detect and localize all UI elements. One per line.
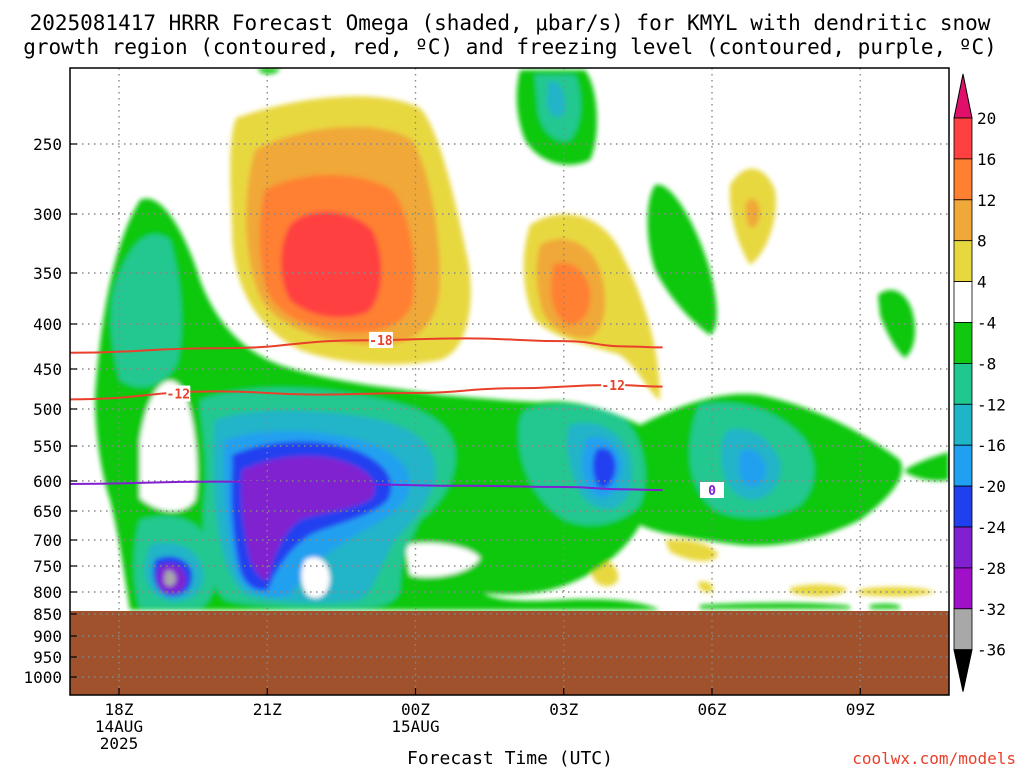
y-tick-label-800: 800 xyxy=(33,583,62,602)
contour-line--12 xyxy=(70,383,663,401)
x-tick-label-18Z-2: 2025 xyxy=(100,734,139,753)
contour-label-bg-0-0 xyxy=(700,482,724,498)
contour-label-bg--12-0 xyxy=(166,385,191,402)
omega-blob-e xyxy=(790,584,848,597)
omega-strip-a xyxy=(700,602,850,609)
colorbar-label-4: 4 xyxy=(977,273,987,292)
y-tick-label-250: 250 xyxy=(33,135,62,154)
colorbar-bin-4 xyxy=(953,281,973,323)
colorbar-label-11: -28 xyxy=(977,559,1006,578)
colorbar-label-7: -12 xyxy=(977,395,1006,414)
omega-strip-b xyxy=(870,603,900,609)
colorbar-bin-1 xyxy=(953,158,973,201)
y-tick-label-350: 350 xyxy=(33,264,62,283)
grid-lines xyxy=(70,68,949,695)
chart-title-line1: 2025081417 HRRR Forecast Omega (shaded, … xyxy=(30,11,991,35)
omega-band-neg16e xyxy=(738,449,766,487)
colorbar-label-2: 12 xyxy=(977,191,996,210)
colorbar-bin-3 xyxy=(953,240,973,282)
omega-col-d xyxy=(905,452,949,481)
colorbar-bottom-arrow xyxy=(953,649,973,692)
x-tick-label-21Z-0: 21Z xyxy=(253,700,282,719)
omega-band-neg32b xyxy=(164,570,176,587)
omega-shading xyxy=(95,68,949,610)
colorbar-bin-11 xyxy=(953,567,973,610)
colorbar-label-9: -20 xyxy=(977,477,1006,496)
colorbar-bin-8 xyxy=(953,444,973,487)
x-tick-label-00Z-0: 00Z xyxy=(401,700,430,719)
colorbar-label-10: -24 xyxy=(977,518,1006,537)
x-tick-label-18Z-1: 14AUG xyxy=(95,717,143,736)
omega-hole-c xyxy=(301,557,330,598)
omega-col-e xyxy=(258,68,280,75)
colorbar-label-6: -8 xyxy=(977,354,996,373)
omega-col-c xyxy=(878,290,916,358)
x-axis-title: Forecast Time (UTC) xyxy=(407,748,613,768)
credit-link[interactable]: coolwx.com/models xyxy=(852,749,1016,768)
contour-label-bg--18-0 xyxy=(368,331,393,348)
y-tick-label-500: 500 xyxy=(33,400,62,419)
x-tick-label-00Z-1: 15AUG xyxy=(391,717,439,736)
omega-blob-f xyxy=(858,586,935,597)
y-tick-label-650: 650 xyxy=(33,502,62,521)
omega-hole-a xyxy=(140,381,197,512)
y-tick-label-400: 400 xyxy=(33,315,62,334)
plot-frame xyxy=(69,67,950,696)
y-tick-label-550: 550 xyxy=(33,437,62,456)
contour-label--12-1: -12 xyxy=(601,379,624,394)
y-tick-label-700: 700 xyxy=(33,531,62,550)
omega-band-neg20d xyxy=(592,448,616,489)
contour-label-0-0: 0 xyxy=(708,484,716,499)
colorbar-label-12: -32 xyxy=(977,600,1006,619)
x-tick-label-09Z-0: 09Z xyxy=(846,700,875,719)
omega-col-b xyxy=(647,184,717,335)
colorbar-bin-9 xyxy=(953,485,973,528)
omega-band-pos12b xyxy=(550,262,591,326)
omega-blob-c xyxy=(665,539,718,562)
omega-band-pos8c xyxy=(745,198,760,228)
colorbar-bin-6 xyxy=(953,362,973,405)
colorbar-top-arrow xyxy=(953,73,973,119)
colorbar-label-3: 8 xyxy=(977,232,987,251)
y-tick-label-850: 850 xyxy=(33,605,62,624)
colorbar-label-0: 20 xyxy=(977,109,996,128)
y-tick-label-1000: 1000 xyxy=(23,668,62,687)
y-tick-label-950: 950 xyxy=(33,648,62,667)
colorbar-bin-5 xyxy=(953,322,973,364)
colorbar-bin-7 xyxy=(953,403,973,446)
colorbar: 20 16 12 8 4 -4 -8 -12 -16 -20 -24 -28 -32 -36 xyxy=(953,73,1006,692)
omega-band-pos16 xyxy=(281,211,382,318)
contour-line-0 xyxy=(70,480,663,491)
colorbar-bin-0 xyxy=(953,117,973,160)
contour-lines: -18 -12 -12 0 xyxy=(70,331,724,499)
x-tick-label-06Z-0: 06Z xyxy=(698,700,727,719)
terrain-fill xyxy=(70,611,949,695)
colorbar-label-13: -36 xyxy=(977,641,1006,660)
x-tick-label-03Z-0: 03Z xyxy=(549,700,578,719)
colorbar-label-8: -16 xyxy=(977,436,1006,455)
y-axis-ticks: 250 300 350 400 450 500 550 600 650 700 750 800 850 9… xyxy=(23,135,77,687)
chart-title-line2: growth region (contoured, red, ºC) and f… xyxy=(23,35,997,59)
y-tick-label-750: 750 xyxy=(33,557,62,576)
contour-label--18-0: -18 xyxy=(369,334,393,349)
omega-hole-b xyxy=(405,543,480,577)
contour-line--18 xyxy=(70,337,663,354)
omega-blob-d xyxy=(698,581,714,593)
colorbar-label-5: -4 xyxy=(977,314,996,333)
omega-col-a3 xyxy=(547,81,566,118)
omega-band-neg24c xyxy=(241,456,375,580)
colorbar-bin-2 xyxy=(953,199,973,242)
y-tick-label-600: 600 xyxy=(33,472,62,491)
contour-label-bg--12-1 xyxy=(601,377,626,393)
colorbar-label-1: 16 xyxy=(977,150,996,169)
y-tick-label-450: 450 xyxy=(33,360,62,379)
x-tick-label-18Z-0: 18Z xyxy=(105,700,134,719)
contour-label--12-0: -12 xyxy=(167,388,190,403)
y-tick-label-900: 900 xyxy=(33,627,62,646)
colorbar-bin-12 xyxy=(953,608,973,651)
y-tick-label-300: 300 xyxy=(33,205,62,224)
colorbar-bin-10 xyxy=(953,526,973,569)
